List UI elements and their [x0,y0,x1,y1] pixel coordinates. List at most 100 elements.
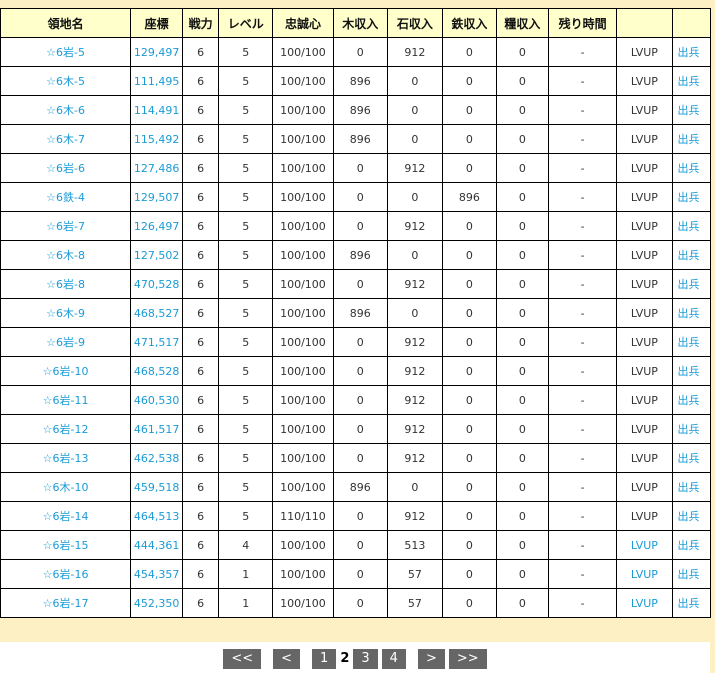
coordinate-link[interactable]: 115,492 [133,132,180,146]
table-cell: 0 [495,443,549,473]
territory-link[interactable]: ☆6岩-17 [42,597,89,610]
coordinate-link[interactable]: 129,507 [133,190,180,204]
table-cell: 0 [386,182,443,212]
table-cell: 100/100 [272,298,334,328]
prev-page-button[interactable]: < [273,649,301,669]
territory-link[interactable]: ☆6岩-7 [46,220,85,233]
page-4-button[interactable]: 4 [381,649,406,669]
territory-link[interactable]: ☆6鉄-4 [46,191,85,204]
first-page-button[interactable]: << [223,649,262,669]
territory-link[interactable]: ☆6岩-5 [46,46,85,59]
coordinate-link[interactable]: 126,497 [133,219,180,233]
lvup-link[interactable]: LVUP [630,538,658,552]
table-cell: 出兵 [671,356,711,386]
table-cell: LVUP [616,327,673,357]
dispatch-link[interactable]: 出兵 [677,452,700,465]
dispatch-link[interactable]: 出兵 [677,46,700,59]
territory-link[interactable]: ☆6木-7 [46,133,85,146]
next-page-button[interactable]: > [417,649,445,669]
coordinate-link[interactable]: 127,502 [133,248,180,262]
table-cell: 462,538 [130,443,183,473]
coordinate-link[interactable]: 468,527 [133,306,180,320]
coordinate-link[interactable]: 111,495 [133,74,180,88]
table-cell: 114,491 [130,95,183,125]
table-cell: LVUP [616,356,673,386]
table-cell: 100/100 [272,472,334,502]
table-cell: 出兵 [671,588,711,618]
table-cell: 出兵 [671,530,711,560]
coordinate-link[interactable]: 470,528 [133,277,180,291]
dispatch-link[interactable]: 出兵 [677,220,700,233]
page-1-button[interactable]: 1 [312,649,337,669]
table-cell: 0 [332,327,388,357]
coordinate-link[interactable]: 114,491 [133,103,180,117]
table-cell: 5 [218,414,274,444]
coordinate-link[interactable]: 454,357 [133,567,180,581]
table-row: ☆6岩-11 460,530 6 5 100/100 0 912 0 0- LVUP 出兵 [0,385,711,415]
territory-link[interactable]: ☆6岩-15 [42,539,89,552]
territory-link[interactable]: ☆6木-6 [46,104,85,117]
pagination: << <1 2 3 4 > >> [0,649,710,669]
territory-link[interactable]: ☆6木-9 [46,307,85,320]
territory-link[interactable]: ☆6木-8 [46,249,85,262]
dispatch-link[interactable]: 出兵 [677,249,700,262]
territory-link[interactable]: ☆6岩-8 [46,278,85,291]
territory-link[interactable]: ☆6岩-13 [42,452,89,465]
coordinate-link[interactable]: 464,513 [133,509,180,523]
dispatch-link[interactable]: 出兵 [677,75,700,88]
coordinate-link[interactable]: 459,518 [133,480,180,494]
table-cell: 100/100 [272,443,334,473]
lvup-link[interactable]: LVUP [630,596,658,610]
territory-link[interactable]: ☆6岩-14 [42,510,89,523]
dispatch-link[interactable]: 出兵 [677,510,700,523]
table-cell: 100/100 [272,269,334,299]
table-cell: 0 [495,269,549,299]
page-3-button[interactable]: 3 [353,649,378,669]
dispatch-link[interactable]: 出兵 [677,423,700,436]
table-cell: 464,513 [130,501,183,531]
dispatch-link[interactable]: 出兵 [677,597,700,610]
table-cell: 912 [386,356,443,386]
table-cell: 6 [181,414,220,444]
coordinate-link[interactable]: 462,538 [133,451,180,465]
coordinate-link[interactable]: 471,517 [133,335,180,349]
dispatch-link[interactable]: 出兵 [677,394,700,407]
dispatch-link[interactable]: 出兵 [677,191,700,204]
coordinate-link[interactable]: 127,486 [133,161,180,175]
dispatch-link[interactable]: 出兵 [677,365,700,378]
coordinate-link[interactable]: 468,528 [133,364,180,378]
table-cell: ☆6鉄-4 [0,182,132,212]
territory-link[interactable]: ☆6岩-11 [42,394,89,407]
dispatch-link[interactable]: 出兵 [677,307,700,320]
lvup-link[interactable]: LVUP [630,567,658,581]
coordinate-link[interactable]: 444,361 [133,538,180,552]
table-cell: LVUP [616,37,673,67]
territory-link[interactable]: ☆6岩-10 [42,365,89,378]
dispatch-link[interactable]: 出兵 [677,481,700,494]
coordinate-link[interactable]: 129,497 [133,45,180,59]
last-page-button[interactable]: >> [448,649,487,669]
territory-link[interactable]: ☆6岩-9 [46,336,85,349]
territory-link[interactable]: ☆6岩-6 [46,162,85,175]
dispatch-link[interactable]: 出兵 [677,568,700,581]
territory-link[interactable]: ☆6岩-12 [42,423,89,436]
dispatch-link[interactable]: 出兵 [677,336,700,349]
territory-link[interactable]: ☆6岩-16 [42,568,89,581]
table-cell: 0 [495,124,549,154]
dispatch-link[interactable]: 出兵 [677,539,700,552]
table-cell: 6 [181,66,220,96]
territory-link[interactable]: ☆6木-5 [46,75,85,88]
territory-link[interactable]: ☆6木-10 [42,481,89,494]
dispatch-link[interactable]: 出兵 [677,162,700,175]
table-cell: LVUP [616,240,673,270]
table-cell: 460,530 [130,385,183,415]
dispatch-link[interactable]: 出兵 [677,133,700,146]
dispatch-link[interactable]: 出兵 [677,104,700,117]
coordinate-link[interactable]: 461,517 [133,422,180,436]
dispatch-link[interactable]: 出兵 [677,278,700,291]
coordinate-link[interactable]: 452,350 [133,596,180,610]
coordinate-link[interactable]: 460,530 [133,393,180,407]
table-cell: 454,357 [130,559,183,589]
table-cell: 6 [181,37,220,67]
table-cell: 0 [495,356,549,386]
